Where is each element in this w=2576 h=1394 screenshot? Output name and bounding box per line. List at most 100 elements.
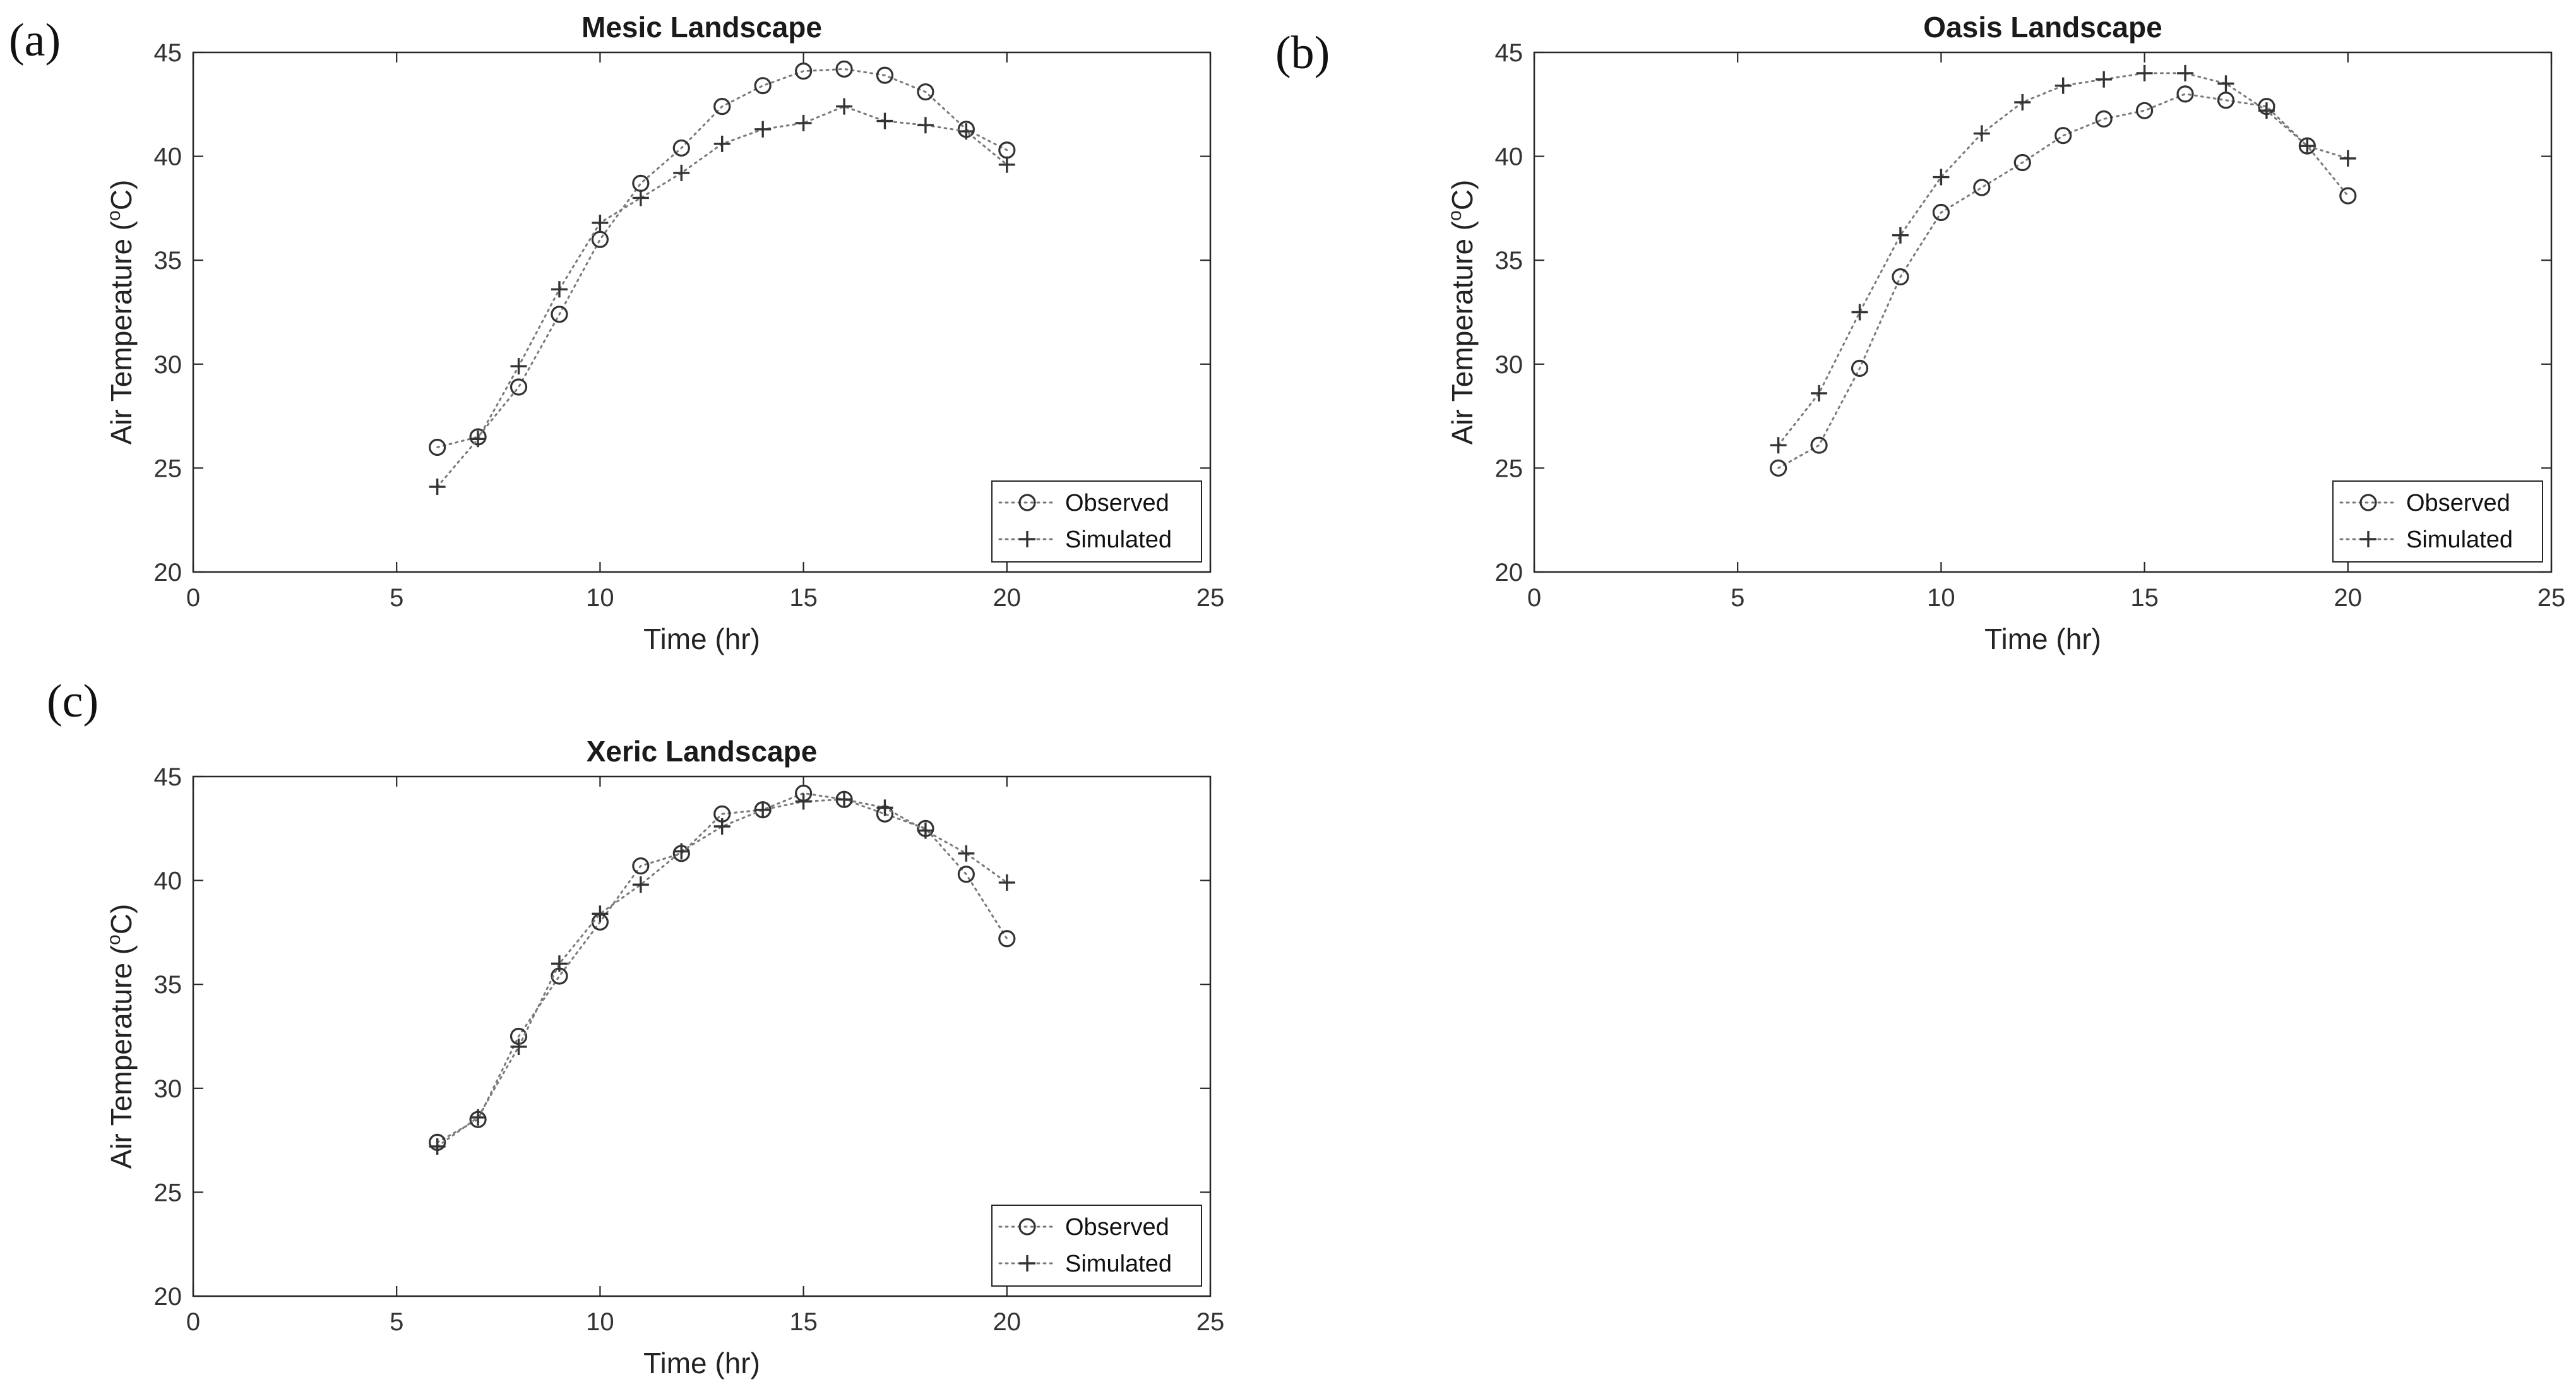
observed-point <box>957 866 975 883</box>
y-tick-label: 40 <box>154 143 182 171</box>
x-tick-label: 25 <box>1196 584 1225 612</box>
simulated-point <box>2136 64 2153 81</box>
simulated-point <box>713 818 730 835</box>
simulated-point <box>2014 94 2031 111</box>
simulated-point <box>958 845 975 862</box>
observed-point <box>754 77 772 95</box>
y-tick-label: 45 <box>1495 39 1524 67</box>
x-tick-label: 5 <box>390 1308 403 1336</box>
observed-point <box>2136 102 2154 119</box>
simulated-point <box>713 135 730 152</box>
observed-point <box>2217 92 2235 109</box>
y-axis-label-end: C) <box>1446 180 1479 211</box>
observed-point <box>1892 268 1909 286</box>
simulated-point <box>754 121 772 138</box>
y-axis-label-sup: o <box>1445 210 1465 221</box>
x-axis-label: Time (hr) <box>643 623 760 655</box>
simulated-point <box>470 1109 487 1126</box>
simulated-point <box>551 955 568 972</box>
simulated-point <box>958 123 975 140</box>
x-tick-label: 0 <box>1527 584 1541 612</box>
observed-point <box>551 306 568 323</box>
simulated-point <box>836 791 853 808</box>
panel-label: (c) <box>47 676 98 727</box>
y-tick-label: 35 <box>154 247 182 275</box>
simulated-point <box>592 214 609 231</box>
chart-panel: (b) Oasis Landscape 0 5 10 15 20 25 20 25 30 35 40 45… <box>1275 11 2565 655</box>
simulated-point <box>998 156 1015 173</box>
chart-panel: (c) Xeric Landscape 0 5 10 15 20 25 20 25 30 35 40 45… <box>47 676 1224 1379</box>
x-tick-label: 25 <box>1196 1308 1225 1336</box>
x-tick-label: 15 <box>789 1308 818 1336</box>
chart-title: Mesic Landscape <box>581 11 822 44</box>
x-tick-label: 0 <box>186 1308 200 1336</box>
y-tick-label: 20 <box>154 1283 182 1311</box>
legend-label: Observed <box>1065 490 1169 516</box>
simulated-point <box>1973 125 1990 142</box>
x-tick-label: 5 <box>1731 584 1744 612</box>
observed-point <box>1810 436 1828 454</box>
simulated-point <box>836 98 853 115</box>
simulated-point <box>429 479 446 496</box>
observed-point <box>429 438 446 456</box>
x-tick-label: 5 <box>390 584 403 612</box>
observed-point <box>876 66 894 84</box>
y-tick-label: 40 <box>154 867 182 895</box>
legend-plus-marker <box>1019 1255 1035 1272</box>
observed-point <box>2013 153 2031 172</box>
y-axis-label-sup: o <box>104 210 124 221</box>
y-axis-label-end: C) <box>105 904 138 935</box>
y-tick-label: 35 <box>154 971 182 999</box>
series-line-observed <box>1777 93 2349 469</box>
x-axis-label: Time (hr) <box>1984 623 2101 655</box>
y-tick-label: 20 <box>154 559 182 587</box>
x-tick-label: 10 <box>586 584 614 612</box>
simulated-point <box>1933 169 1950 186</box>
x-tick-label: 20 <box>2334 584 2363 612</box>
simulated-point <box>510 1038 527 1055</box>
legend-plus-marker <box>2360 531 2376 547</box>
simulated-point <box>1892 227 1909 244</box>
x-tick-label: 15 <box>2130 584 2159 612</box>
x-tick-label: 20 <box>993 1308 1022 1336</box>
x-axis-label: Time (hr) <box>643 1347 760 1379</box>
observed-point <box>917 83 934 101</box>
simulated-point <box>429 1138 446 1155</box>
simulated-point <box>795 793 812 810</box>
simulated-point <box>754 801 772 818</box>
observed-point <box>1932 203 1950 222</box>
simulated-point <box>2096 71 2113 88</box>
y-axis-label: Air Temperature (oC) <box>104 904 138 1169</box>
legend-circle-marker <box>1018 1218 1036 1236</box>
simulated-point <box>673 164 690 181</box>
chart-title: Oasis Landscape <box>1923 11 2162 44</box>
legend-label: Observed <box>1065 1214 1169 1241</box>
simulated-point <box>673 843 690 860</box>
y-tick-label: 30 <box>154 1075 182 1103</box>
simulated-point <box>917 117 934 134</box>
legend-plus-marker <box>1019 531 1035 547</box>
y-tick-label: 25 <box>154 455 182 482</box>
x-tick-label: 10 <box>586 1308 614 1336</box>
legend-label: Simulated <box>1065 1251 1172 1277</box>
simulated-point <box>1770 437 1787 454</box>
chart-title: Xeric Landscape <box>587 735 818 768</box>
observed-point <box>713 97 731 116</box>
y-tick-label: 45 <box>154 39 182 67</box>
observed-point <box>835 60 853 78</box>
observed-point <box>672 139 690 157</box>
y-tick-label: 30 <box>154 351 182 379</box>
y-tick-label: 30 <box>1495 351 1524 379</box>
observed-point <box>998 930 1016 948</box>
legend-circle-marker <box>1018 494 1036 511</box>
simulated-point <box>510 358 527 375</box>
observed-point <box>1973 179 1991 196</box>
x-tick-label: 20 <box>993 584 1022 612</box>
x-tick-label: 0 <box>186 584 200 612</box>
simulated-point <box>470 431 487 448</box>
observed-point <box>2339 187 2357 205</box>
x-tick-label: 15 <box>789 584 818 612</box>
legend-label: Simulated <box>2406 527 2513 553</box>
y-tick-label: 25 <box>1495 455 1524 482</box>
